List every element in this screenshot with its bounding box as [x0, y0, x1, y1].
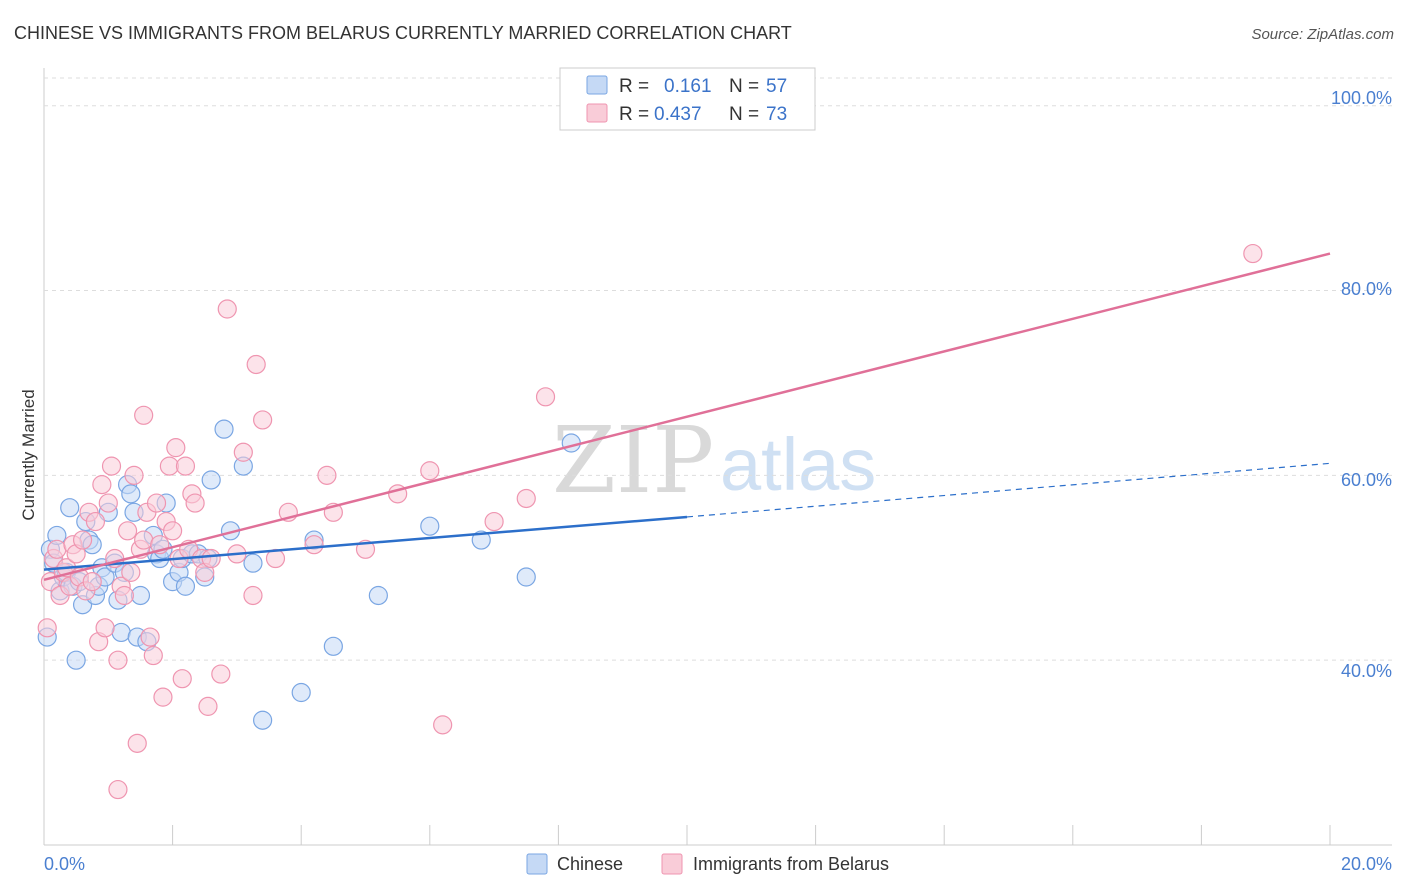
chinese-point-49 [291, 682, 311, 703]
belarus-point-25 [117, 521, 138, 541]
chinese-point-47 [243, 553, 263, 573]
watermark-zip: ZIP [552, 407, 714, 514]
belarus-point-40 [166, 438, 186, 458]
belarus-point-3 [47, 539, 67, 559]
legend-r-value-belarus: 0.437 [654, 104, 702, 125]
trend-lines [43, 252, 1331, 581]
belarus-point-30 [134, 530, 154, 550]
belarus-point-14 [82, 572, 102, 592]
chinese-trend-line [43, 515, 688, 571]
legend-n-label-belarus: N = [729, 104, 759, 125]
belarus-point-54 [233, 442, 253, 462]
x-tick-label-max: 20.0% [1341, 854, 1392, 874]
belarus-point-70 [134, 405, 154, 425]
bottom-legend: Chinese Immigrants from Belarus [526, 853, 889, 875]
belarus-point-50 [201, 548, 221, 569]
x-tick-label-min: 0.0% [44, 854, 85, 874]
legend-swatch-belarus [586, 103, 608, 123]
belarus-point-68 [535, 387, 556, 407]
chinese-point-51 [323, 636, 343, 656]
x-ticks [43, 825, 1331, 845]
belarus-point-33 [143, 645, 163, 666]
chinese-trend-extension [686, 462, 1331, 518]
belarus-point-72 [1243, 243, 1263, 264]
chinese-point-56 [561, 433, 581, 453]
belarus-point-64 [420, 461, 440, 481]
bottom-legend-label-chinese: Chinese [557, 854, 623, 874]
belarus-point-20 [101, 456, 122, 476]
watermark: ZIP atlas [552, 407, 876, 514]
belarus-point-27 [124, 465, 144, 485]
chinese-point-54 [471, 530, 491, 550]
legend-n-value-belarus: 73 [766, 104, 787, 125]
belarus-point-43 [175, 456, 196, 476]
belarus-point-22 [108, 650, 128, 670]
chinese-point-53 [420, 516, 440, 536]
belarus-point-36 [153, 687, 173, 707]
belarus-point-32 [140, 627, 160, 647]
belarus-point-59 [304, 535, 324, 555]
watermark-atlas: atlas [720, 423, 876, 506]
chinese-point-9 [66, 650, 86, 670]
top-legend: R = 0.161 N = 57 R = 0.437 N = 73 [559, 67, 816, 131]
belarus-point-66 [484, 511, 504, 532]
chart-title: CHINESE VS IMMIGRANTS FROM BELARUS CURRE… [14, 23, 792, 43]
bottom-legend-swatch-belarus [661, 853, 683, 875]
belarus-point-49 [198, 696, 218, 716]
y-tick-label-80: 80.0% [1341, 279, 1392, 299]
belarus-point-52 [217, 299, 237, 319]
belarus-point-15 [85, 511, 106, 532]
series-chinese-points [37, 419, 581, 730]
bottom-legend-swatch-chinese [526, 853, 548, 875]
legend-n-value-chinese: 57 [766, 76, 787, 97]
belarus-point-38 [159, 456, 179, 476]
belarus-point-39 [163, 521, 183, 541]
y-tick-label-40: 40.0% [1341, 661, 1392, 681]
y-axis-label: Currently Married [19, 389, 38, 520]
belarus-point-19 [98, 493, 118, 513]
chinese-point-44 [214, 419, 234, 439]
bottom-legend-label-belarus: Immigrants from Belarus [693, 854, 889, 874]
chinese-point-25 [121, 484, 141, 504]
belarus-point-0 [37, 618, 57, 638]
chinese-point-38 [175, 576, 196, 596]
belarus-point-46 [185, 493, 205, 513]
legend-r-value-chinese: 0.161 [664, 76, 712, 97]
y-tick-label-100: 100.0% [1331, 88, 1392, 108]
belarus-point-56 [253, 410, 273, 430]
legend-r-label-belarus: R = [619, 104, 649, 125]
chinese-point-7 [60, 498, 80, 518]
belarus-point-69 [246, 354, 266, 375]
belarus-point-51 [211, 664, 231, 684]
belarus-point-60 [317, 465, 337, 485]
chinese-point-28 [130, 585, 151, 606]
belarus-point-26 [121, 562, 141, 582]
series-belarus-points [37, 243, 1263, 800]
belarus-point-55 [243, 585, 263, 606]
belarus-point-17 [92, 475, 112, 495]
y-tick-labels: 100.0% 80.0% 60.0% 40.0% [1331, 88, 1392, 681]
chart-source: Source: ZipAtlas.com [1251, 26, 1394, 43]
belarus-point-71 [108, 779, 128, 800]
belarus-trend-line [43, 252, 1331, 581]
belarus-point-28 [127, 733, 147, 753]
belarus-point-24 [114, 585, 134, 606]
belarus-point-65 [433, 715, 453, 735]
legend-n-label-chinese: N = [729, 76, 759, 97]
belarus-point-11 [72, 530, 93, 550]
belarus-point-18 [95, 618, 115, 638]
chinese-point-52 [368, 585, 388, 606]
chinese-point-48 [253, 710, 273, 730]
belarus-point-42 [172, 669, 192, 689]
chinese-point-22 [111, 622, 131, 643]
legend-swatch-chinese [586, 75, 608, 95]
chinese-point-43 [201, 470, 221, 490]
legend-r-label-chinese: R = [619, 76, 649, 97]
belarus-point-34 [146, 493, 167, 513]
chinese-point-55 [516, 567, 536, 587]
y-tick-label-60: 60.0% [1341, 470, 1392, 490]
belarus-point-67 [516, 488, 536, 509]
